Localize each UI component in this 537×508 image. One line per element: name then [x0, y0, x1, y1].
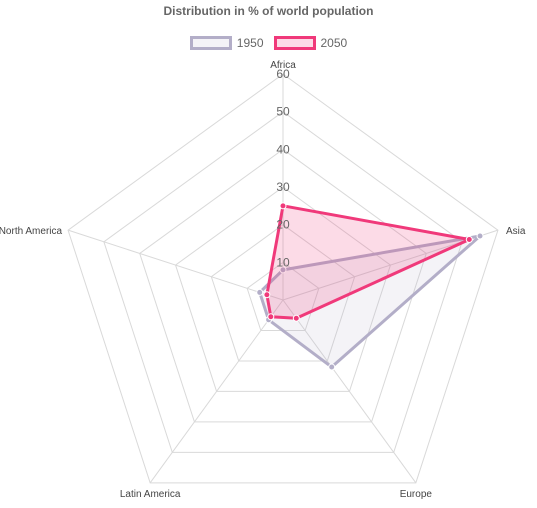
grid-spoke-4 — [67, 229, 284, 301]
category-label-latin-america: Latin America — [120, 489, 181, 500]
category-label-north-america: North America — [0, 226, 62, 237]
data-point-1950-asia — [476, 232, 484, 240]
legend-item-2050[interactable]: 2050 — [273, 36, 348, 50]
grid-ring-20 — [210, 224, 356, 362]
legend-swatch-2050 — [273, 36, 316, 50]
grid-ring-60 — [67, 73, 499, 484]
data-point-2050-africa — [279, 202, 287, 210]
grid-ring-50 — [103, 111, 463, 453]
data-point-2050-europe — [292, 314, 300, 322]
data-point-2050-latin-america — [267, 313, 275, 321]
r-tick-label-40: 40 — [276, 142, 290, 156]
category-label-africa: Africa — [270, 60, 296, 71]
legend-label-2050: 2050 — [320, 36, 348, 50]
data-point-2050-asia — [465, 235, 473, 243]
data-point-1950-europe — [328, 363, 336, 371]
grid-ring-30 — [174, 186, 392, 392]
r-tick-label-60: 60 — [276, 67, 290, 81]
r-tick-label-50: 50 — [276, 105, 290, 119]
data-point-1950-north-america — [256, 288, 264, 296]
legend-swatch-1950 — [189, 36, 232, 50]
grid-ring-40 — [139, 148, 427, 423]
grid-spoke-3 — [149, 299, 284, 484]
chart-title: Distribution in % of world population — [163, 4, 374, 18]
r-tick-label-30: 30 — [276, 180, 290, 194]
series-area-2050 — [265, 204, 471, 320]
legend-label-1950: 1950 — [236, 36, 264, 50]
r-tick-label-10: 10 — [276, 255, 290, 269]
legend: 1950 2050 — [0, 36, 537, 50]
category-label-asia: Asia — [506, 226, 526, 237]
legend-item-1950[interactable]: 1950 — [189, 36, 264, 50]
grid-spoke-2 — [282, 299, 417, 484]
category-label-europe: Europe — [400, 489, 433, 500]
r-tick-label-20: 20 — [276, 218, 290, 232]
data-point-1950-africa — [279, 266, 287, 274]
series-area-1950 — [258, 234, 482, 369]
data-point-2050-north-america — [263, 291, 271, 299]
